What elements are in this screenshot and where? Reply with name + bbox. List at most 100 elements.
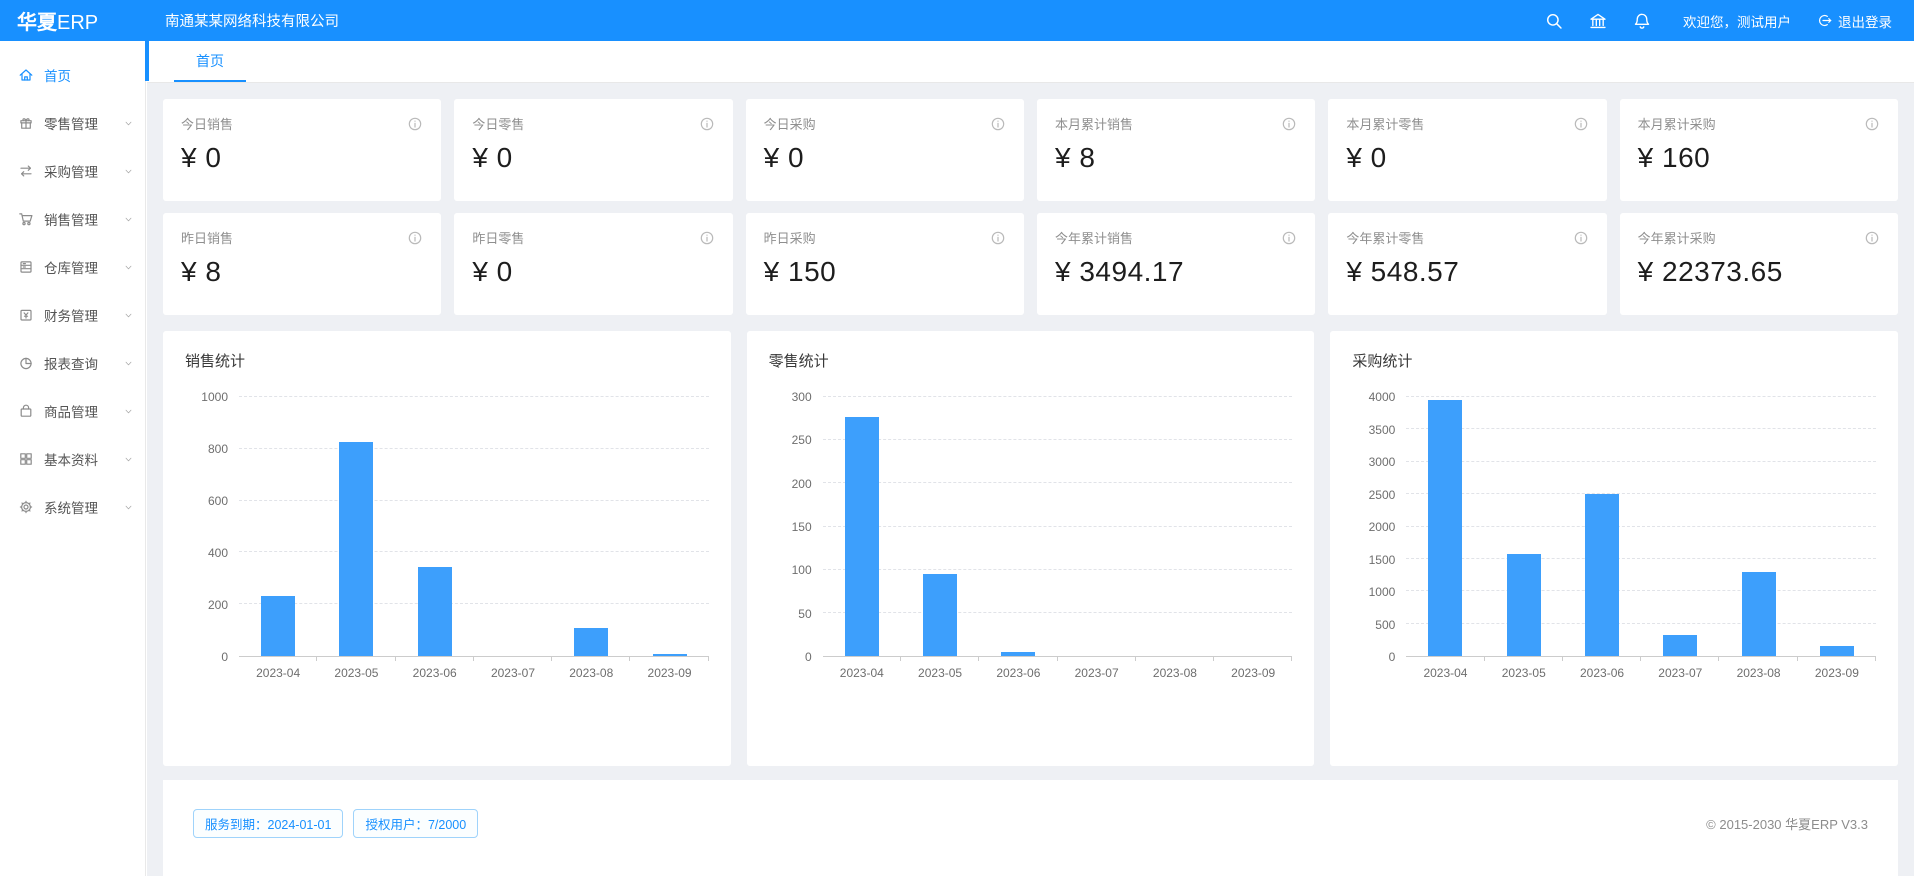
x-tick-label: 2023-05 — [334, 666, 379, 680]
bar-2023-06[interactable] — [1001, 651, 1036, 656]
chart-title: 销售统计 — [185, 353, 246, 370]
info-icon[interactable] — [699, 116, 715, 132]
bar-slot — [1058, 397, 1137, 661]
search-icon[interactable] — [1545, 12, 1563, 30]
info-icon[interactable] — [1281, 116, 1297, 132]
bar-2023-08[interactable] — [1741, 571, 1776, 656]
x-tick-label: 2023-06 — [1580, 666, 1625, 680]
stat-value: ¥ 8 — [181, 256, 222, 287]
sidebar-item-home[interactable]: 首页 — [0, 51, 145, 99]
gridline — [1406, 460, 1876, 462]
sidebar-item-label: 首页 — [44, 69, 71, 84]
logo-suffix: ERP — [57, 12, 99, 34]
y-tick-label: 0 — [804, 650, 812, 664]
y-tick-label: 250 — [791, 433, 812, 448]
bar-slot — [630, 397, 709, 661]
bar-2023-09[interactable] — [1819, 645, 1854, 656]
charts-row: 销售统计 0 200 400 600 800 1000 2023-04 2023-05 2023-… — [163, 331, 1898, 766]
gridline — [239, 551, 709, 553]
pie-icon — [18, 355, 44, 371]
bar-2023-08[interactable] — [574, 627, 609, 656]
bar-2023-04[interactable] — [844, 416, 879, 656]
x-tick-label: 2023-08 — [569, 666, 614, 680]
info-icon[interactable] — [990, 116, 1006, 132]
bar-2023-05[interactable] — [1506, 553, 1541, 656]
stat-value: ¥ 0 — [472, 142, 513, 173]
chevron-down-icon — [124, 455, 133, 464]
sidebar-item-label: 报表查询 — [44, 357, 98, 372]
sidebar-item-gear[interactable]: 系统管理 — [0, 483, 145, 531]
info-icon[interactable] — [407, 116, 423, 132]
bank-icon[interactable] — [1589, 12, 1607, 30]
wallet-icon — [18, 307, 44, 323]
app-logo: 华夏ERP — [0, 6, 146, 35]
stat-value: ¥ 0 — [1346, 142, 1387, 173]
logout-icon — [1818, 14, 1832, 27]
stat-value: ¥ 22373.65 — [1637, 256, 1783, 287]
bar-2023-07[interactable] — [1663, 634, 1698, 656]
sidebar-item-bag[interactable]: 商品管理 — [0, 387, 145, 435]
bar-2023-06[interactable] — [417, 566, 452, 656]
shop-icon — [18, 115, 44, 131]
content-spacer — [163, 766, 1898, 780]
archive-icon — [18, 259, 44, 275]
stat-card: 今年累计零售 ¥ 548.57 — [1328, 213, 1607, 315]
stat-label: 本月累计采购 — [1637, 117, 1716, 132]
bar-slot — [474, 397, 553, 661]
info-icon[interactable] — [1864, 230, 1880, 246]
bar-2023-05[interactable] — [339, 442, 374, 656]
sidebar-item-label: 系统管理 — [44, 501, 98, 516]
y-tick-label: 2500 — [1368, 487, 1396, 502]
bar-slot — [1719, 397, 1799, 661]
bar-slot — [317, 397, 396, 661]
bar-slot — [1136, 397, 1215, 661]
gridline — [1406, 525, 1876, 527]
tab-home[interactable]: 首页 — [174, 41, 246, 82]
gridline — [239, 499, 709, 501]
info-icon[interactable] — [1573, 230, 1589, 246]
y-tick-label: 150 — [791, 520, 812, 534]
info-icon[interactable] — [1864, 116, 1880, 132]
sidebar-item-shop[interactable]: 零售管理 — [0, 99, 145, 147]
bar-slot — [979, 397, 1058, 661]
x-tick-label: 2023-09 — [1814, 666, 1859, 680]
stat-label: 今日销售 — [181, 117, 234, 132]
sidebar-item-archive[interactable]: 仓库管理 — [0, 243, 145, 291]
cart-icon — [18, 211, 44, 227]
sidebar-item-grid[interactable]: 基本资料 — [0, 435, 145, 483]
y-tick-label: 0 — [1388, 650, 1396, 664]
gridline — [239, 447, 709, 449]
bar-2023-09[interactable] — [652, 653, 687, 656]
bar-2023-04[interactable] — [261, 596, 296, 656]
info-icon[interactable] — [407, 230, 423, 246]
bar-2023-05[interactable] — [923, 573, 958, 656]
bar-2023-06[interactable] — [1585, 494, 1620, 656]
y-tick-label: 200 — [207, 598, 228, 612]
sidebar-item-label: 基本资料 — [44, 453, 98, 468]
logout-button[interactable]: 退出登录 — [1817, 11, 1892, 31]
sidebar-item-wallet[interactable]: 财务管理 — [0, 291, 145, 339]
chart-card-3: 采购统计 0 500 1000 1500 2000 2500 3000 3500 4000 2023… — [1330, 331, 1898, 766]
footer-badge: 服务到期：2024-01-01 — [193, 808, 344, 838]
stat-label: 今日零售 — [472, 117, 525, 132]
stat-value: ¥ 0 — [181, 142, 222, 173]
info-icon[interactable] — [990, 230, 1006, 246]
info-icon[interactable] — [699, 230, 715, 246]
gridline — [822, 568, 1293, 570]
info-icon[interactable] — [1281, 230, 1297, 246]
info-icon[interactable] — [1573, 116, 1589, 132]
y-tick-label: 3500 — [1368, 422, 1396, 437]
y-axis: 0 50 100 150 200 250 300 — [769, 390, 823, 664]
x-tick-label: 2023-08 — [1736, 666, 1781, 680]
chevron-down-icon — [124, 215, 133, 224]
gridline — [1406, 557, 1876, 559]
y-tick-label: 100 — [791, 563, 812, 578]
sidebar-item-swap[interactable]: 采购管理 — [0, 147, 145, 195]
sidebar-item-pie[interactable]: 报表查询 — [0, 339, 145, 387]
bell-icon[interactable] — [1633, 12, 1651, 30]
grid-icon — [18, 451, 44, 467]
sidebar-item-cart[interactable]: 销售管理 — [0, 195, 145, 243]
bar-2023-04[interactable] — [1428, 400, 1463, 656]
stat-card: 今日采购 ¥ 0 — [745, 99, 1024, 201]
